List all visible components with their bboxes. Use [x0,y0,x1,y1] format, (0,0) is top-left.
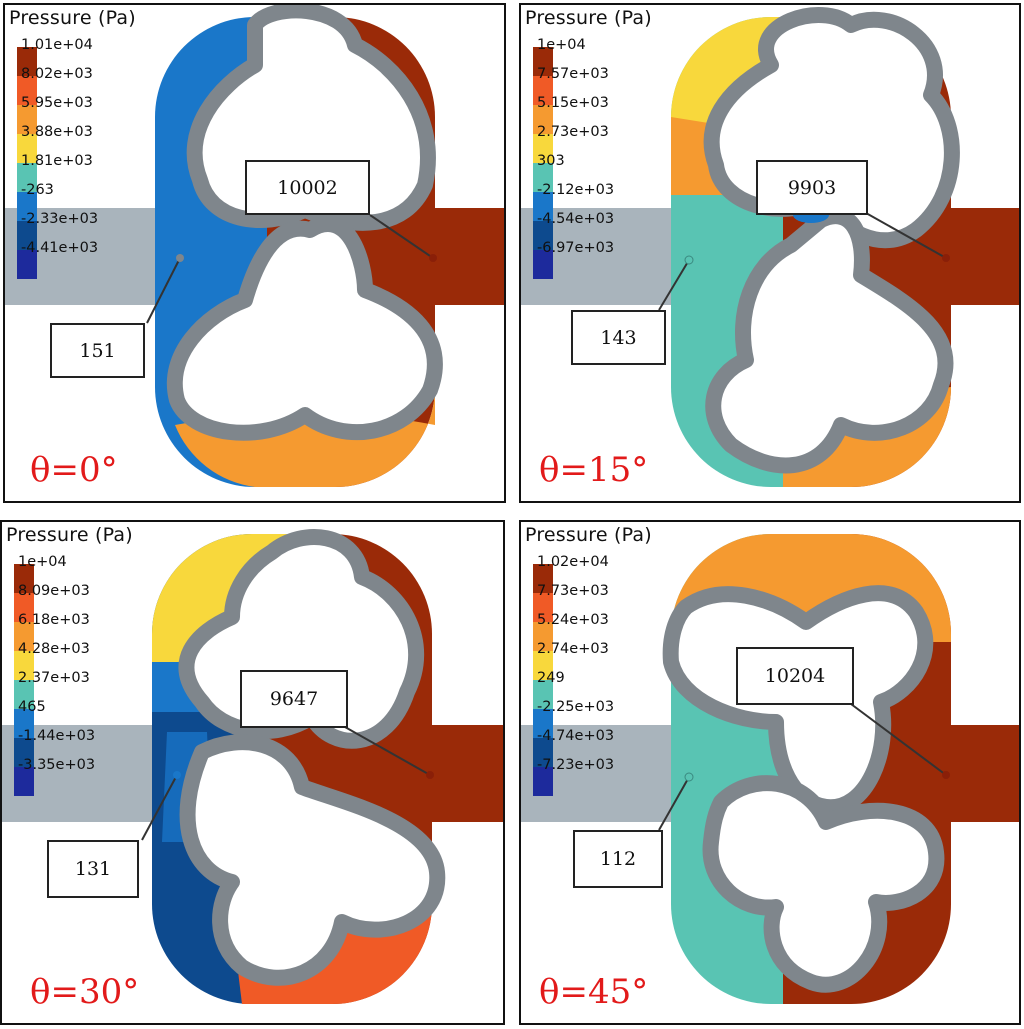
probe-inlet-label: 151 [50,323,145,378]
legend-title: Pressure (Pa) [9,7,136,29]
probe-inlet-label: 112 [573,830,663,888]
probe-inlet-label: 131 [47,840,139,898]
pressure-contour-30 [2,529,503,1004]
probe-outlet-label: 9647 [240,670,348,728]
legend-title: Pressure (Pa) [525,7,652,29]
angle-label: θ=45° [539,972,649,1012]
legend-title: Pressure (Pa) [6,524,133,546]
panel-theta-0: Pressure (Pa) 1.01e+04 8.02e+03 5.95e+03… [3,3,506,503]
probe-outlet-label: 9903 [756,160,868,215]
probe-outlet-label: 10204 [736,647,854,705]
panel-theta-45: Pressure (Pa) 1.02e+04 7.73e+03 5.24e+03… [519,520,1021,1025]
probe-inlet-label: 143 [571,310,666,365]
angle-label: θ=0° [30,450,118,490]
panel-theta-15: Pressure (Pa) 1e+04 7.57e+03 5.15e+03 2.… [519,3,1021,503]
angle-label: θ=30° [30,972,140,1012]
angle-label: θ=15° [539,450,649,490]
legend-title: Pressure (Pa) [525,524,652,546]
panel-theta-30: Pressure (Pa) 1e+04 8.09e+03 6.18e+03 4.… [0,520,505,1025]
probe-outlet-label: 10002 [245,160,370,215]
